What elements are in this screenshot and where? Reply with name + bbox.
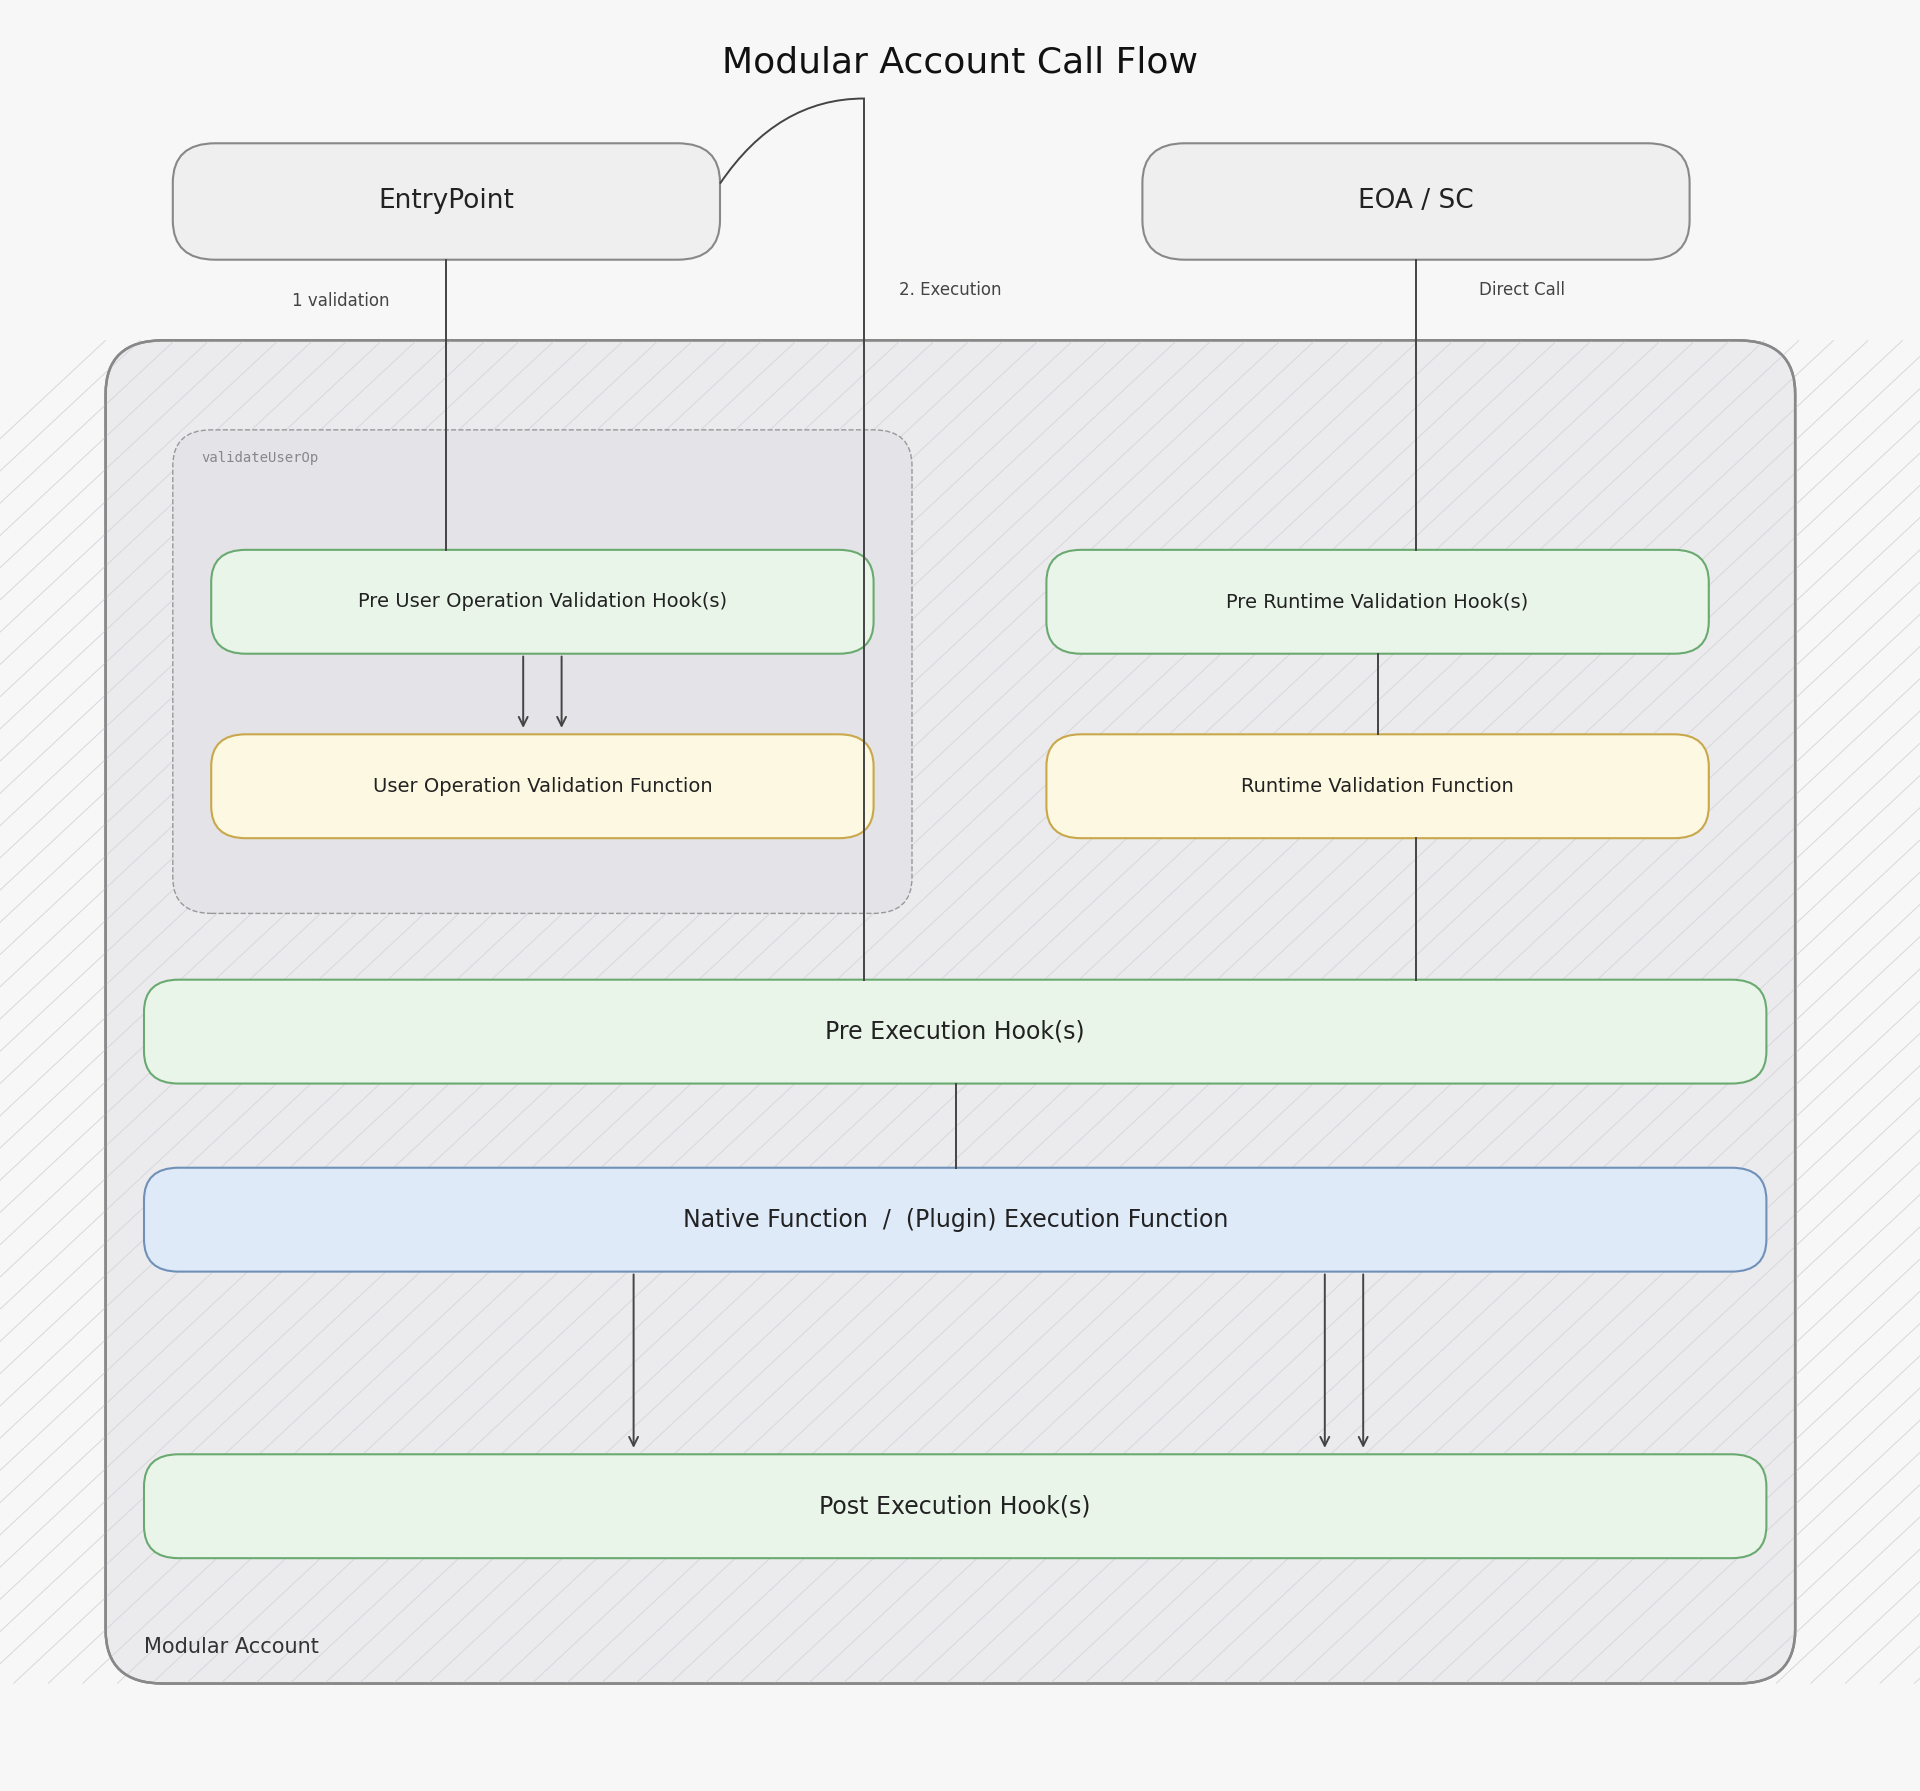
FancyBboxPatch shape xyxy=(1046,550,1709,654)
Text: Modular Account: Modular Account xyxy=(144,1637,319,1657)
Text: EntryPoint: EntryPoint xyxy=(378,188,515,215)
FancyBboxPatch shape xyxy=(144,1168,1766,1272)
Text: Modular Account Call Flow: Modular Account Call Flow xyxy=(722,47,1198,79)
Text: Native Function  /  (Plugin) Execution Function: Native Function / (Plugin) Execution Fun… xyxy=(682,1207,1229,1232)
Text: User Operation Validation Function: User Operation Validation Function xyxy=(372,777,712,795)
Text: Runtime Validation Function: Runtime Validation Function xyxy=(1240,777,1515,795)
Text: validateUserOp: validateUserOp xyxy=(202,451,319,466)
Text: EOA / SC: EOA / SC xyxy=(1357,188,1475,215)
Text: 1 validation: 1 validation xyxy=(292,292,390,310)
Text: 2. Execution: 2. Execution xyxy=(899,281,1002,299)
FancyBboxPatch shape xyxy=(1046,734,1709,838)
Text: Direct Call: Direct Call xyxy=(1478,281,1565,299)
FancyBboxPatch shape xyxy=(173,430,912,913)
FancyBboxPatch shape xyxy=(144,980,1766,1084)
FancyBboxPatch shape xyxy=(144,1454,1766,1558)
Text: Post Execution Hook(s): Post Execution Hook(s) xyxy=(820,1494,1091,1519)
FancyBboxPatch shape xyxy=(211,734,874,838)
Text: Pre User Operation Validation Hook(s): Pre User Operation Validation Hook(s) xyxy=(357,593,728,611)
Text: Pre Execution Hook(s): Pre Execution Hook(s) xyxy=(826,1019,1085,1044)
FancyBboxPatch shape xyxy=(1142,143,1690,260)
FancyBboxPatch shape xyxy=(173,143,720,260)
Text: Pre Runtime Validation Hook(s): Pre Runtime Validation Hook(s) xyxy=(1227,593,1528,611)
FancyBboxPatch shape xyxy=(211,550,874,654)
FancyBboxPatch shape xyxy=(106,340,1795,1684)
